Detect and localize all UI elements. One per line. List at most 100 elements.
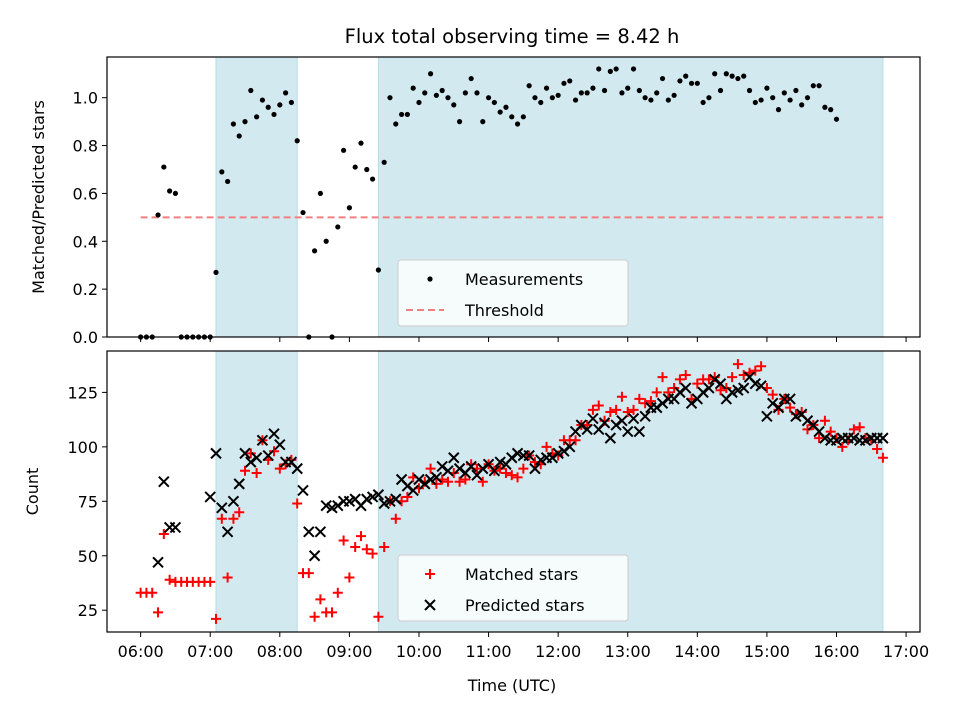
matched-star-marker (854, 422, 865, 433)
matched-star-marker (837, 441, 848, 452)
measurement-point (590, 85, 596, 91)
predicted-star-marker (546, 452, 559, 464)
predicted-star-marker (622, 425, 634, 438)
predicted-star-marker (738, 382, 750, 394)
predicted-star-marker (651, 401, 663, 414)
x-tick-label: 08:00 (257, 642, 303, 661)
measurement-point (323, 238, 329, 244)
matched-star-marker (477, 476, 488, 487)
matched-star-marker (645, 396, 656, 407)
measurement-point (456, 119, 463, 125)
measurement-point (219, 169, 225, 175)
measurement-point (503, 104, 509, 110)
measurement-point (526, 83, 532, 89)
measurement-point (659, 75, 666, 82)
measurement-point (648, 97, 654, 103)
matched-star-marker (158, 528, 169, 539)
measurement-point (694, 80, 700, 86)
measurement-point (828, 107, 834, 113)
measurement-point (404, 111, 410, 118)
predicted-star-marker (332, 499, 344, 512)
matched-star-marker (164, 574, 175, 585)
measurement-point (804, 95, 811, 101)
predicted-star-marker (801, 414, 814, 427)
matched-star-marker (727, 372, 738, 383)
measurement-point (538, 99, 544, 106)
measurement-point (497, 109, 503, 115)
matched-star-marker (703, 374, 714, 385)
matched-star-marker (245, 448, 256, 459)
predicted-star-marker (274, 438, 286, 451)
legend-marker-predicted (424, 599, 436, 611)
predicted-star-marker (297, 484, 309, 497)
predicted-star-marker (158, 475, 170, 488)
measurement-point (758, 97, 764, 103)
matched-star-marker (616, 391, 627, 402)
matched-star-marker (611, 404, 622, 415)
predicted-star-marker (308, 550, 321, 562)
measurement-point (445, 95, 451, 101)
predicted-star-marker (256, 434, 269, 447)
matched-star-marker (373, 611, 384, 622)
measurement-point (555, 92, 561, 98)
matched-star-marker (848, 424, 859, 435)
measurement-point (822, 104, 828, 110)
measurement-point (712, 71, 718, 77)
predicted-star-marker (262, 449, 274, 462)
x-tick-label: 07:00 (187, 642, 233, 661)
matched-star-marker (454, 476, 465, 487)
predicted-star-marker (221, 526, 234, 538)
legend-label: Threshold (464, 301, 544, 320)
predicted-star-marker (598, 417, 611, 429)
measurement-point (480, 119, 486, 125)
predicted-star-marker (709, 373, 721, 386)
matched-star-marker (512, 472, 523, 483)
measurement-point (387, 95, 393, 101)
measurement-point (781, 90, 787, 96)
x-tick-label: 11:00 (466, 642, 512, 661)
measurement-point (317, 190, 323, 197)
predicted-star-marker (714, 377, 727, 390)
matched-star-marker (605, 406, 616, 417)
measurement-point (741, 73, 747, 79)
measurement-point (654, 90, 660, 96)
predicted-star-marker (616, 414, 628, 427)
measurement-point (532, 95, 538, 101)
matched-star-marker (541, 441, 552, 452)
measurement-point (248, 87, 254, 94)
predicted-star-marker (877, 432, 889, 444)
predicted-star-marker (523, 449, 535, 462)
matched-star-marker (663, 387, 674, 398)
measurement-point (746, 87, 753, 94)
predicted-star-marker (506, 452, 518, 464)
matched-star-marker (634, 393, 645, 404)
matched-star-marker (721, 383, 732, 394)
predicted-star-marker (465, 460, 477, 473)
matched-star-marker (785, 402, 796, 413)
matched-star-marker (680, 369, 691, 380)
matched-star-marker (205, 576, 216, 587)
measurement-point (764, 85, 770, 91)
predicted-star-marker (755, 380, 767, 392)
legend: Measurements Threshold (397, 259, 629, 327)
predicted-star-marker (627, 412, 640, 425)
predicted-star-marker (233, 478, 245, 490)
predicted-star-marker (761, 410, 773, 423)
predicted-star-marker (564, 441, 576, 453)
matched-star-marker (622, 406, 633, 417)
matched-star-marker (269, 446, 280, 457)
measurement-point (283, 90, 289, 96)
measurement-point (601, 87, 608, 94)
matched-star-marker (390, 513, 401, 524)
x-tick-label: 14:00 (674, 642, 720, 661)
measurement-point (335, 224, 341, 230)
x-tick-label: 10:00 (396, 642, 442, 661)
y-tick-label: 0.0 (73, 328, 98, 347)
matched-star-marker (326, 607, 337, 618)
measurement-point (572, 97, 579, 103)
measurement-point (271, 111, 277, 118)
measurement-point (514, 121, 521, 127)
matched-star-marker (332, 587, 343, 598)
measurement-point (254, 114, 260, 120)
predicted-star-marker (680, 382, 692, 394)
